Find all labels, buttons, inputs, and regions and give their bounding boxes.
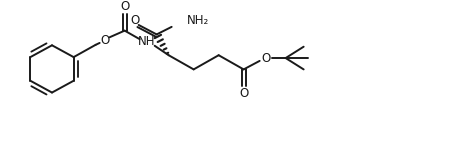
Text: O: O xyxy=(100,34,109,47)
Text: O: O xyxy=(130,14,139,27)
Text: NH₂: NH₂ xyxy=(187,14,209,27)
Text: O: O xyxy=(120,0,129,13)
Text: O: O xyxy=(261,52,270,65)
Text: O: O xyxy=(239,87,248,99)
Text: NH: NH xyxy=(138,35,155,49)
